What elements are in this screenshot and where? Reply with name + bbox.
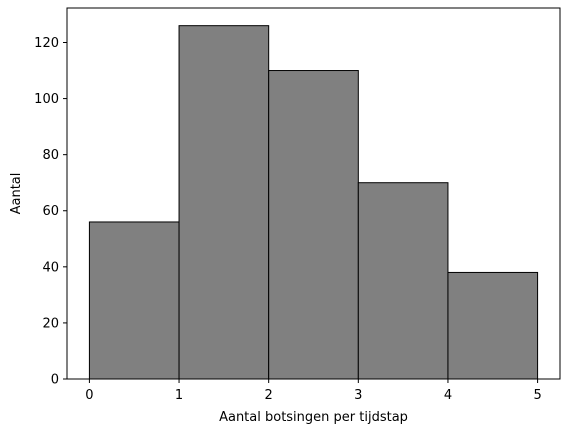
histogram-bar-0 xyxy=(88,221,180,380)
x-tick-label-2: 2 xyxy=(265,388,273,403)
x-axis-ticks: 0 1 2 3 4 5 xyxy=(85,379,542,403)
y-tick-label-4: 80 xyxy=(42,148,59,163)
x-tick-label-5: 5 xyxy=(533,388,541,403)
y-tick-label-6: 120 xyxy=(34,36,59,51)
y-axis-ticks: 0 20 40 60 80 100 120 xyxy=(34,36,67,388)
x-tick-label-0: 0 xyxy=(85,388,93,403)
x-axis-label: Aantal botsingen per tijdstap xyxy=(219,410,408,425)
x-tick-label-3: 3 xyxy=(354,388,362,403)
bars-group xyxy=(88,25,539,380)
y-tick-label-3: 60 xyxy=(42,204,59,219)
x-tick-label-4: 4 xyxy=(444,388,452,403)
y-tick-label-0: 0 xyxy=(51,373,59,388)
histogram-bar-2 xyxy=(268,70,359,380)
x-tick-label-1: 1 xyxy=(175,388,183,403)
y-axis-label: Aantal xyxy=(9,173,24,215)
histogram-bar-1 xyxy=(178,25,270,380)
y-tick-label-2: 40 xyxy=(42,260,59,275)
y-tick-label-1: 20 xyxy=(42,316,59,331)
histogram-bar-4 xyxy=(447,271,539,380)
plot-frame xyxy=(66,7,561,380)
y-tick-label-5: 100 xyxy=(34,92,59,107)
histogram-bar-3 xyxy=(357,182,449,380)
